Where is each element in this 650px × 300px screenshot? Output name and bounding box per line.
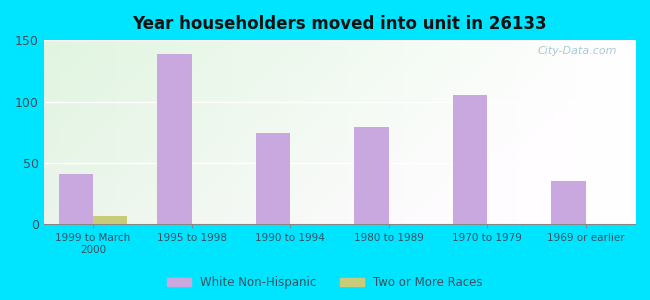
Bar	[452, 95, 488, 224]
Bar	[551, 182, 586, 224]
Text: City-Data.com: City-Data.com	[538, 46, 618, 56]
Bar	[93, 216, 127, 224]
Legend: White Non-Hispanic, Two or More Races: White Non-Hispanic, Two or More Races	[162, 272, 488, 294]
Bar	[354, 127, 389, 224]
Bar	[255, 134, 290, 224]
Bar	[157, 54, 192, 224]
Bar	[58, 174, 93, 224]
Title: Year householders moved into unit in 26133: Year householders moved into unit in 261…	[132, 15, 547, 33]
